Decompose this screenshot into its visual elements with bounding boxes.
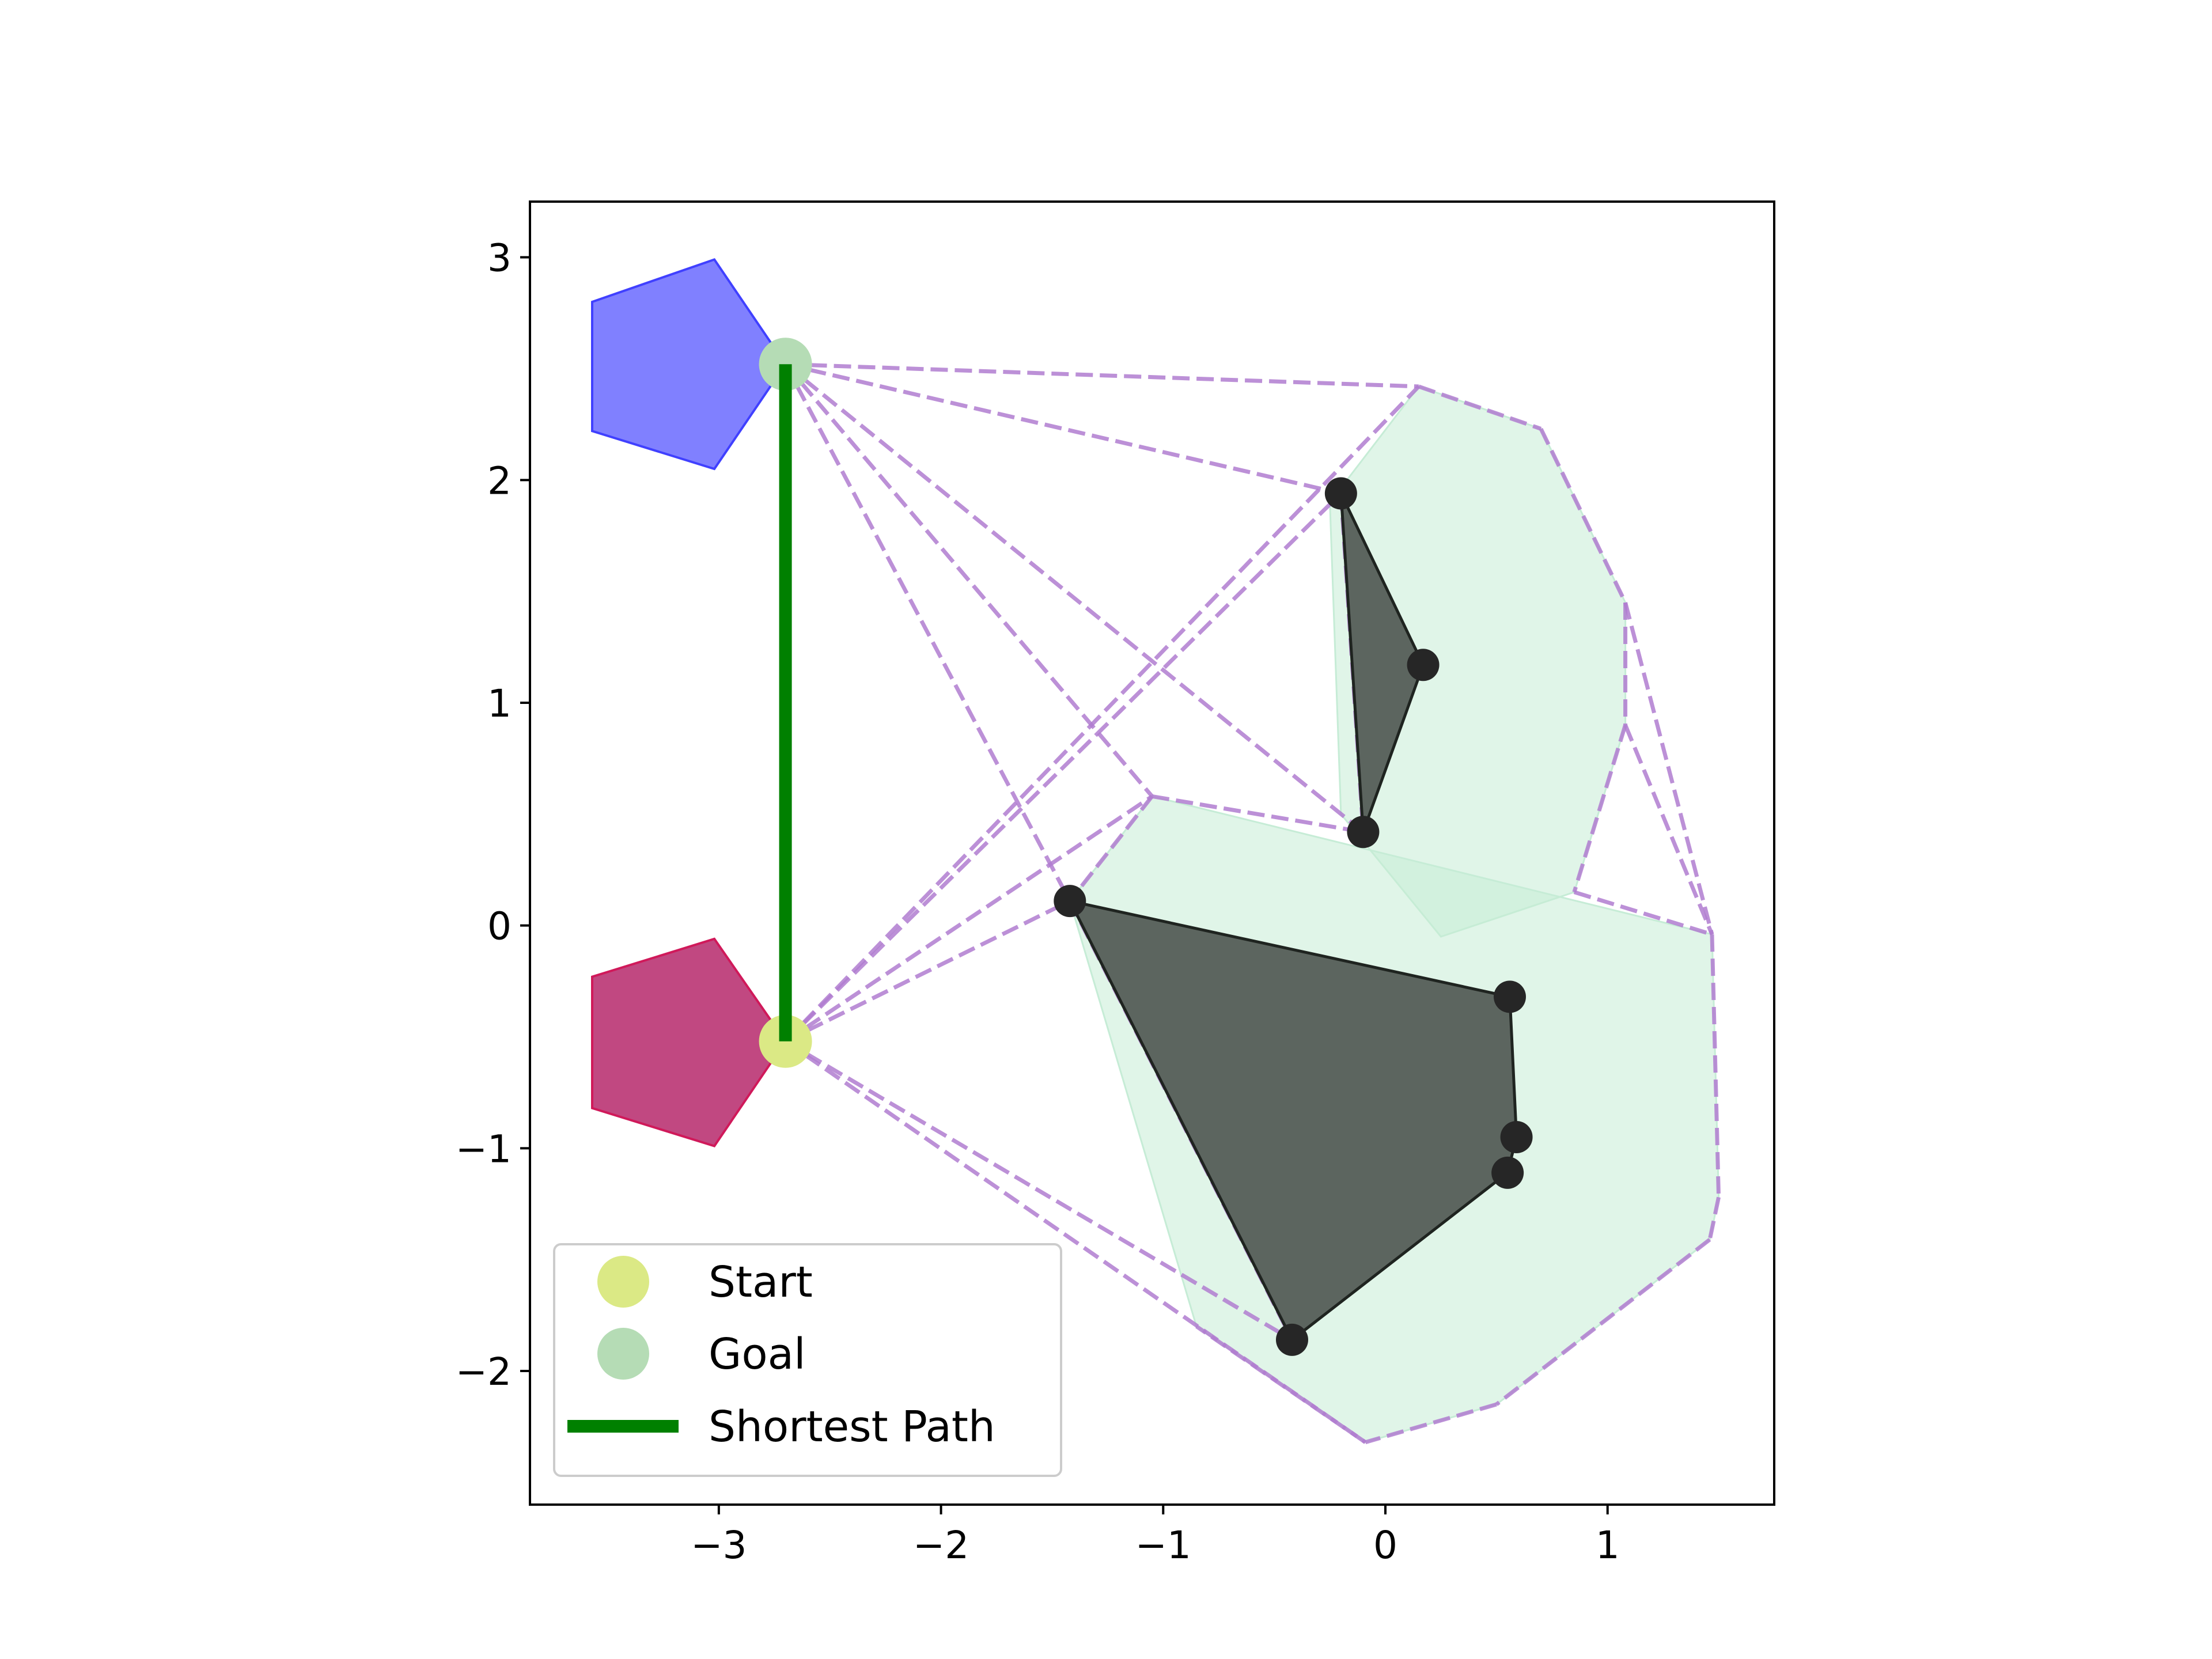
visibility-edge-7 [785,899,1071,1043]
visibility-edge-25 [1195,1324,1367,1444]
legend-marker-0 [597,1256,649,1308]
obstacle-vertex-2 [1347,816,1380,849]
obstacle-vertex-7 [1276,1323,1308,1356]
legend-label-2: Shortest Path [709,1402,995,1452]
y-tick-label-2: 0 [487,904,512,949]
axis-ticks: −3 −2 −1 0 1 −2 −1 0 1 2 3 [456,236,1620,1567]
visibility-edge-6 [784,385,1421,1043]
visibility-edge-11 [1152,794,1364,834]
obstacle-1 [1067,899,1518,1342]
visibility-edge-15 [1539,427,1627,604]
x-tick-label-4: 1 [1596,1523,1620,1567]
legend-label-1: Goal [709,1330,806,1379]
x-tick-label-3: 0 [1373,1523,1397,1567]
visibility-edge-14 [1418,384,1542,431]
x-tick-label-2: −1 [1135,1523,1191,1567]
obstacle-vertex-0 [1324,477,1357,510]
visibility-edge-26 [1068,795,1154,903]
obstacle-vertex-6 [1491,1156,1524,1189]
obstacle-vertex-4 [1494,980,1526,1013]
y-tick-label-5: 3 [487,236,512,281]
y-tick-label-1: −1 [456,1127,512,1171]
y-tick-label-0: −2 [456,1350,512,1394]
visibility-edge-2 [784,362,1365,834]
legend-marker-1 [597,1328,649,1380]
visibility-edge-21 [1710,934,1721,1198]
x-tick-label-1: −2 [913,1523,969,1567]
visibility-edge-22 [1707,1196,1721,1240]
visibility-edge-17 [1623,724,1714,935]
visibility-edge-5 [784,492,1343,1043]
visibility-edge-0 [785,362,1419,389]
obstacle-vertex-1 [1407,649,1440,681]
legend-box [553,1243,1062,1477]
legend-label-0: Start [709,1257,813,1307]
visibility-edge-19 [1572,724,1627,893]
y-tick-label-3: 1 [487,681,512,726]
axes-frame [529,200,1775,1506]
obstacle-0 [1339,493,1425,833]
visibility-edge-24 [1365,1402,1497,1445]
visibility-edge-10 [784,1039,1367,1444]
visibility-edge-16 [1623,602,1714,935]
obstacle-vertex-5 [1500,1121,1533,1153]
legend: Start Goal Shortest Path [553,1243,1062,1477]
plot-area [591,258,1721,1445]
visibility-edge-1 [785,362,1342,495]
y-tick-label-4: 2 [487,459,512,503]
visibility-edge-9 [784,1039,1293,1342]
obstacle-vertex-3 [1054,885,1086,918]
visibility-edge-23 [1495,1238,1711,1406]
visibility-edge-8 [784,794,1153,1043]
visibility-edge-3 [783,363,1072,902]
x-tick-label-0: −3 [691,1523,747,1567]
